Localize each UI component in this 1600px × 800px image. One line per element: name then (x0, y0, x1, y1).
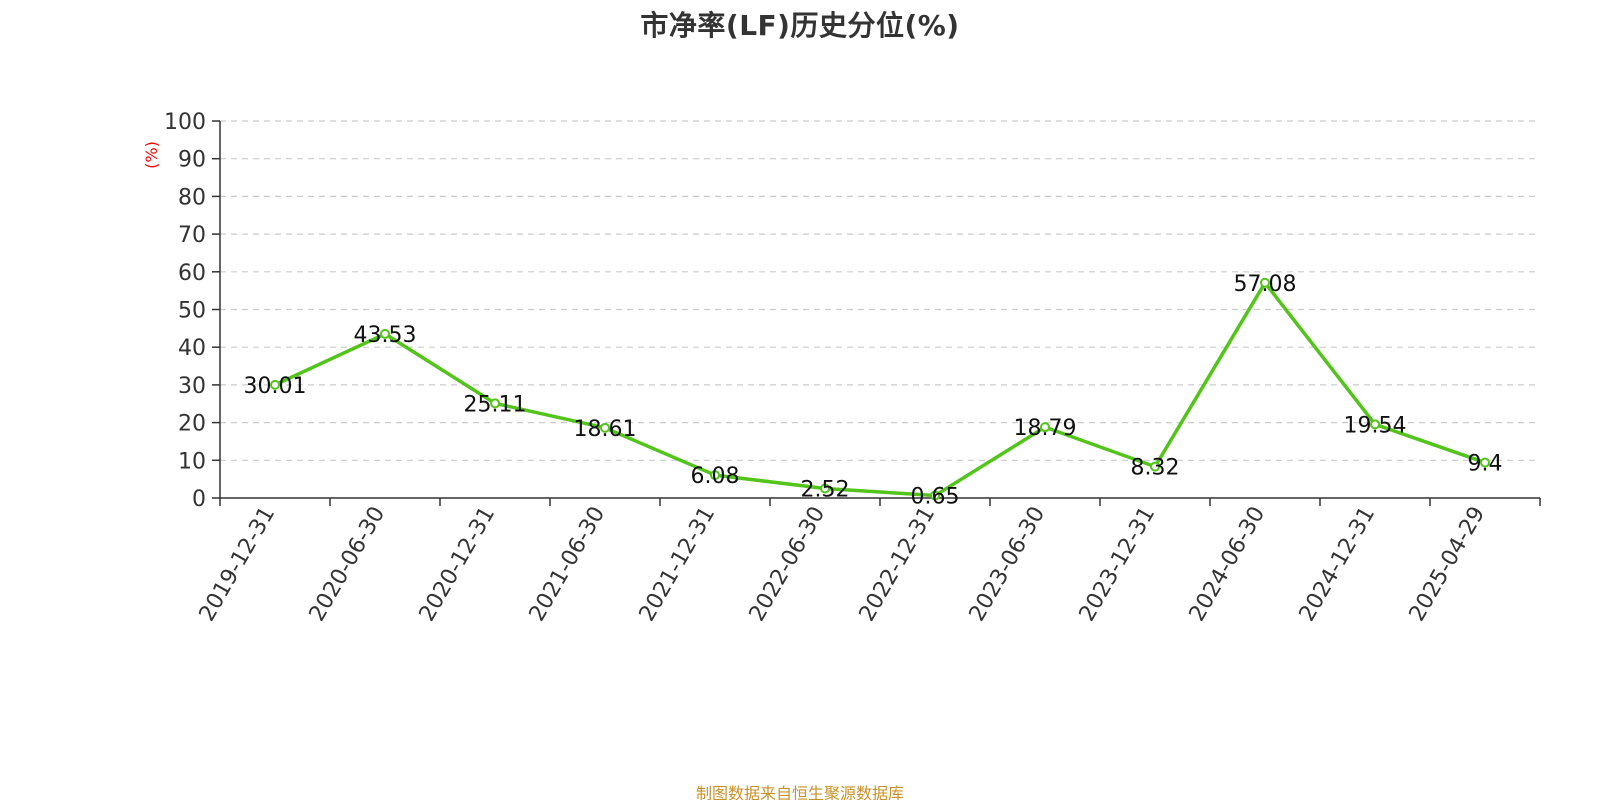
data-point (1260, 277, 1270, 288)
x-tick-label: 2023-12-31 (1075, 503, 1161, 626)
data-label: 25.11 (464, 392, 527, 417)
x-tick-label: 2024-06-30 (1185, 503, 1271, 626)
data-label: 43.53 (354, 323, 417, 348)
x-tick-label: 2022-12-31 (855, 503, 941, 626)
gridlines (220, 120, 1540, 461)
y-tick-label: 50 (178, 299, 206, 324)
data-point (710, 470, 720, 481)
data-label: 6.08 (691, 464, 740, 489)
data-point (380, 328, 390, 339)
source-note: 制图数据来自恒生聚源数据库 (695, 784, 904, 800)
x-tick-label: 2019-12-31 (195, 503, 281, 626)
data-label: 8.32 (1131, 456, 1180, 481)
data-point (930, 490, 940, 501)
y-tick-label: 10 (178, 449, 206, 474)
y-tick-label: 0 (192, 487, 206, 512)
data-point (820, 483, 830, 494)
x-tick-label: 2021-12-31 (635, 503, 721, 626)
x-tick-label: 2020-12-31 (415, 503, 501, 626)
data-point (1370, 419, 1380, 430)
y-tick-label: 30 (178, 374, 206, 399)
y-tick-label: 90 (178, 148, 206, 173)
x-tick-label: 2022-06-30 (745, 503, 831, 626)
data-labels: 30.01 43.53 25.11 18.61 6.08 2.52 0.65 18.79 8.3… (244, 272, 1503, 510)
data-label: 18.79 (1014, 416, 1077, 441)
data-point (270, 379, 280, 390)
series-line (273, 281, 1487, 498)
data-point (1150, 461, 1160, 472)
y-tick-label: 20 (178, 412, 206, 437)
data-label: 30.01 (244, 374, 307, 399)
y-axis-label: (%) (142, 141, 161, 169)
data-label: 2.52 (801, 477, 850, 502)
data-label: 18.61 (574, 417, 637, 442)
data-point (1040, 422, 1050, 433)
x-tick-label: 2021-06-30 (525, 503, 611, 626)
x-tick-label: 2023-06-30 (965, 503, 1051, 626)
y-tick-label: 60 (178, 261, 206, 286)
data-label: 57.08 (1234, 272, 1297, 297)
data-point (1480, 457, 1490, 468)
x-tick-label: 2024-12-31 (1295, 503, 1381, 626)
chart-title: 市净率(LF)历史分位(%) (640, 9, 960, 42)
y-tick-label: 70 (178, 223, 206, 248)
data-series (270, 277, 1490, 501)
data-label: 9.4 (1468, 452, 1503, 477)
data-label: 19.54 (1344, 413, 1407, 438)
x-tick-label: 2025-04-29 (1405, 503, 1491, 626)
x-tick-label: 2020-06-30 (305, 503, 391, 626)
y-tick-label: 100 (164, 110, 206, 135)
data-point (490, 398, 500, 409)
data-label: 0.65 (911, 485, 960, 510)
y-tick-label: 40 (178, 336, 206, 361)
y-tick-label: 80 (178, 185, 206, 210)
data-point (600, 422, 610, 433)
